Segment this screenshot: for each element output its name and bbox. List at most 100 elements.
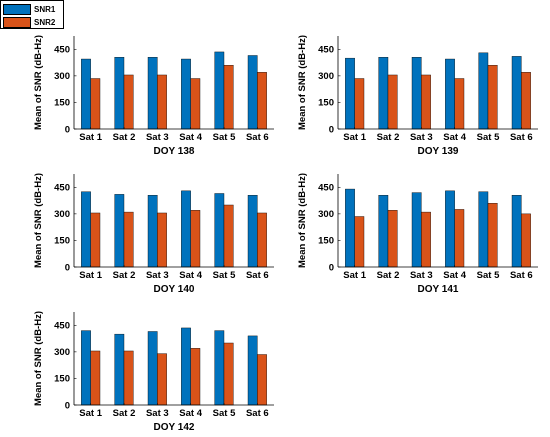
bar-snr2-sat-1 xyxy=(90,212,101,268)
x-axis-label: DOY 140 xyxy=(154,284,195,295)
x-tick-label: Sat 1 xyxy=(343,132,366,143)
bar-snr1-sat-1 xyxy=(345,57,355,130)
x-tick-label: Sat 4 xyxy=(443,132,466,143)
bar-snr2-sat-1 xyxy=(90,350,101,406)
x-tick-label: Sat 6 xyxy=(246,408,269,419)
bar-snr2-sat-6 xyxy=(257,354,267,406)
bar-snr2-sat-2 xyxy=(123,211,134,268)
x-tick-label: Sat 4 xyxy=(179,408,202,419)
subplot-1: Sat 1 Sat 2 Sat 3 Sat 4 Sat 5 Sat 6 0 150 300 450… xyxy=(33,35,274,157)
x-axis-label: DOY 141 xyxy=(418,284,459,295)
bar-snr1-sat-4 xyxy=(181,327,191,406)
bar-snr2-sat-2 xyxy=(123,350,134,406)
bar-snr2-sat-4 xyxy=(454,78,465,130)
bar-snr2-sat-6 xyxy=(521,72,531,130)
bar-snr2-sat-4 xyxy=(190,348,201,406)
bar-snr1-sat-3 xyxy=(147,57,158,130)
bar-snr1-sat-5 xyxy=(478,191,489,268)
x-tick-label: Sat 3 xyxy=(410,270,433,281)
x-tick-label: Sat 4 xyxy=(179,270,202,281)
bar-snr2-sat-4 xyxy=(190,210,201,268)
x-tick-label: Sat 2 xyxy=(113,132,136,143)
bar-snr1-sat-4 xyxy=(181,190,191,268)
y-tick-label: 450 xyxy=(54,321,70,332)
x-tick-label: Sat 1 xyxy=(79,132,102,143)
legend-item-snr2: SNR2 xyxy=(3,16,55,28)
bar-snr2-sat-5 xyxy=(223,65,234,130)
x-tick-label: Sat 5 xyxy=(477,270,500,281)
bar-snr2-sat-1 xyxy=(90,78,101,130)
y-tick-label: 150 xyxy=(54,374,70,385)
bar-snr2-sat-6 xyxy=(521,213,531,268)
y-tick-label: 300 xyxy=(54,209,70,220)
x-tick-label: Sat 1 xyxy=(79,270,102,281)
x-tick-label: Sat 1 xyxy=(79,408,102,419)
subplot-2: Sat 1 Sat 2 Sat 3 Sat 4 Sat 5 Sat 6 0 150 300 450… xyxy=(297,35,538,157)
subplot-3: Sat 1 Sat 2 Sat 3 Sat 4 Sat 5 Sat 6 0 150 300 450… xyxy=(33,173,274,295)
y-axis-label: Mean of SNR (dB-Hz) xyxy=(297,173,308,268)
bar-snr2-sat-4 xyxy=(190,78,201,130)
y-tick-label: 450 xyxy=(54,183,70,194)
bar-snr2-sat-3 xyxy=(421,74,431,130)
x-tick-label: Sat 6 xyxy=(510,270,533,281)
bar-snr1-sat-5 xyxy=(214,51,225,130)
bar-snr2-sat-5 xyxy=(487,203,498,268)
x-axis-label: DOY 139 xyxy=(418,146,459,157)
y-axis-label: Mean of SNR (dB-Hz) xyxy=(33,35,44,130)
y-tick-label: 150 xyxy=(318,236,334,247)
x-tick-label: Sat 5 xyxy=(213,408,236,419)
x-tick-label: Sat 6 xyxy=(246,270,269,281)
x-axis-label: DOY 138 xyxy=(154,146,195,157)
bar-snr2-sat-3 xyxy=(421,211,431,268)
bar-snr1-sat-4 xyxy=(445,58,455,130)
bar-snr1-sat-6 xyxy=(247,55,258,130)
bar-snr1-sat-1 xyxy=(81,330,91,406)
y-tick-label: 300 xyxy=(54,347,70,358)
x-tick-label: Sat 1 xyxy=(343,270,366,281)
legend-swatch-snr1 xyxy=(3,3,31,15)
bar-snr2-sat-2 xyxy=(387,74,398,130)
x-tick-label: Sat 5 xyxy=(477,132,500,143)
y-axis-label: Mean of SNR (dB-Hz) xyxy=(33,173,44,268)
bar-snr1-sat-1 xyxy=(345,188,355,268)
x-tick-label: Sat 2 xyxy=(113,408,136,419)
y-tick-label: 300 xyxy=(54,71,70,82)
bar-snr1-sat-6 xyxy=(247,335,258,406)
y-tick-label: 0 xyxy=(65,124,70,135)
y-tick-label: 450 xyxy=(318,45,334,56)
legend: SNR1 SNR2 xyxy=(0,0,64,29)
y-tick-label: 0 xyxy=(329,262,334,273)
bar-snr1-sat-5 xyxy=(214,330,225,406)
x-tick-label: Sat 3 xyxy=(146,408,169,419)
bar-snr1-sat-3 xyxy=(147,331,158,406)
bar-snr1-sat-2 xyxy=(114,333,125,406)
bar-snr2-sat-5 xyxy=(487,65,498,130)
bar-snr2-sat-3 xyxy=(157,74,167,130)
x-tick-label: Sat 2 xyxy=(113,270,136,281)
y-tick-label: 0 xyxy=(329,124,334,135)
y-tick-label: 300 xyxy=(318,209,334,220)
bar-snr2-sat-1 xyxy=(354,216,365,268)
x-axis-label: DOY 142 xyxy=(154,422,195,433)
x-tick-label: Sat 3 xyxy=(146,132,169,143)
y-tick-label: 300 xyxy=(318,71,334,82)
bar-snr2-sat-4 xyxy=(454,209,465,268)
legend-item-snr1: SNR1 xyxy=(3,3,55,15)
x-tick-label: Sat 6 xyxy=(246,132,269,143)
x-tick-label: Sat 4 xyxy=(179,132,202,143)
y-tick-label: 0 xyxy=(65,262,70,273)
x-tick-label: Sat 2 xyxy=(377,270,400,281)
legend-label-snr2: SNR2 xyxy=(34,17,56,27)
bar-snr1-sat-2 xyxy=(114,194,125,268)
bar-snr1-sat-6 xyxy=(247,195,258,268)
bar-snr1-sat-3 xyxy=(411,57,422,130)
bar-snr2-sat-1 xyxy=(354,78,365,130)
bar-snr1-sat-2 xyxy=(378,195,389,268)
x-tick-label: Sat 2 xyxy=(377,132,400,143)
bar-snr1-sat-2 xyxy=(114,57,125,130)
x-tick-label: Sat 4 xyxy=(443,270,466,281)
y-tick-label: 150 xyxy=(54,98,70,109)
bar-snr1-sat-4 xyxy=(181,58,191,130)
bar-snr2-sat-5 xyxy=(223,204,234,268)
